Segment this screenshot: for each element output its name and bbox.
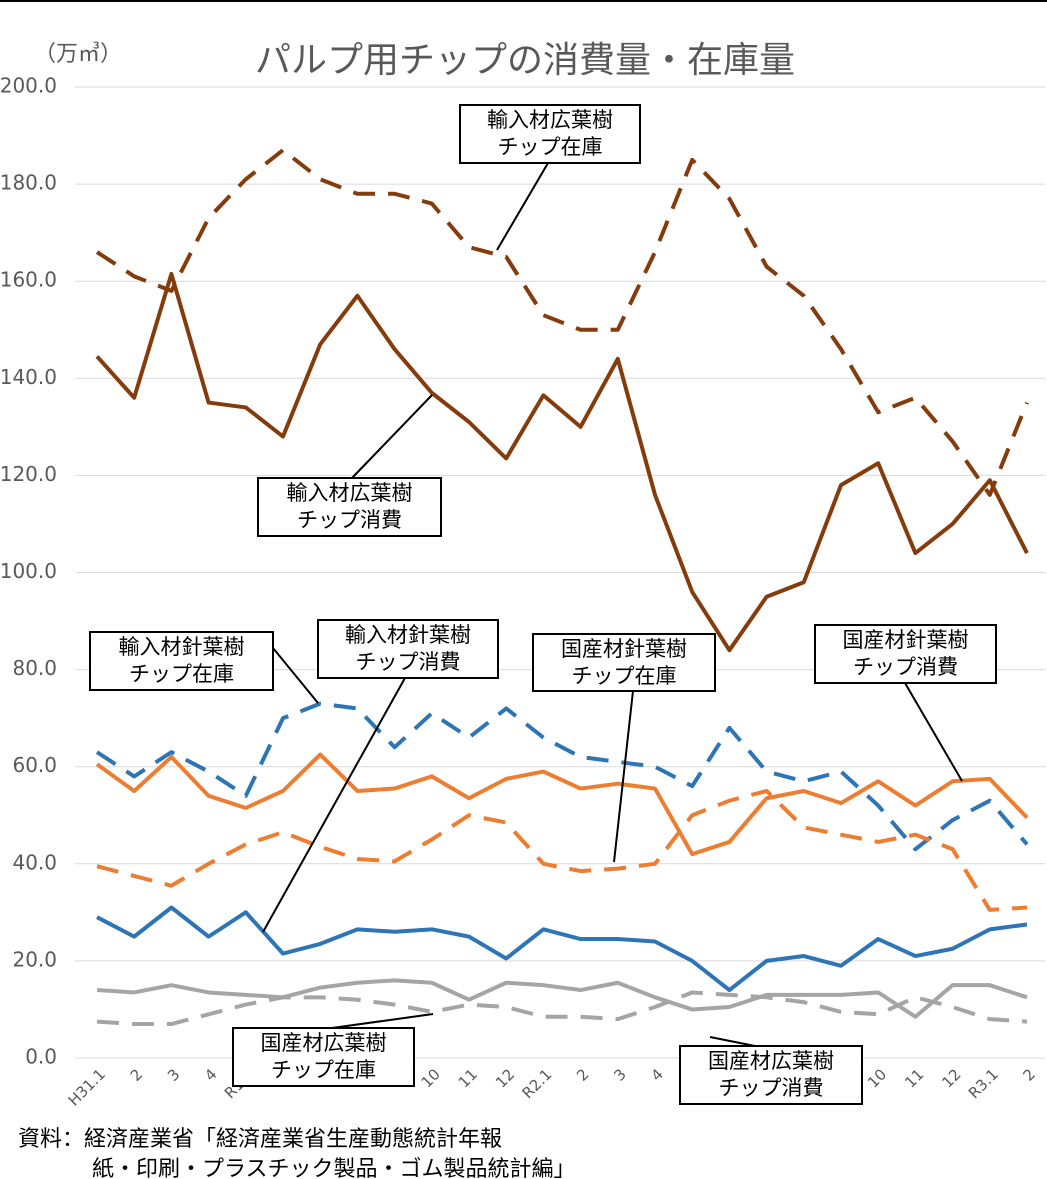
annotation-text: チップ在庫	[572, 664, 677, 688]
annotation-text: 輸入材針葉樹	[119, 635, 245, 659]
y-tick-label: 20.0	[12, 947, 57, 971]
x-tick-label: 11	[901, 1065, 927, 1091]
x-tick-label: 10	[418, 1065, 444, 1091]
leader-line	[351, 394, 433, 479]
x-tick-label: 12	[492, 1065, 518, 1091]
stock-line	[96, 788, 1028, 912]
annotation-box	[532, 633, 716, 692]
x-tick-label: 11	[455, 1065, 481, 1091]
annotation-text: 国産材針葉樹	[843, 628, 969, 652]
y-tick-label: 60.0	[12, 753, 57, 777]
annotation-text: チップ在庫	[498, 135, 603, 159]
annotation-box	[679, 1045, 863, 1105]
annotation-box	[257, 477, 442, 537]
annotation-text: 国産材針葉樹	[561, 637, 687, 661]
x-tick-label: 2	[127, 1065, 146, 1084]
stock-line	[96, 990, 1028, 1027]
leader-line	[262, 677, 406, 933]
unit-label: （万㎥）	[34, 41, 122, 67]
annotation-box	[814, 624, 997, 684]
y-tick-label: 100.0	[0, 559, 57, 583]
annotation-text: 輸入材広葉樹	[287, 481, 413, 505]
annotation-text: チップ消費	[356, 650, 461, 674]
annotation-box	[317, 619, 499, 679]
annotation-box	[232, 1027, 415, 1087]
y-tick-label: 0.0	[25, 1045, 57, 1069]
annotation-text: チップ在庫	[129, 662, 234, 686]
consumption-line	[96, 978, 1028, 1019]
source-line: 紙・印刷・プラスチック製品・ゴム製品統計編」	[92, 1157, 576, 1179]
annotation-box	[459, 104, 641, 164]
x-tick-label: 4	[648, 1065, 667, 1084]
x-tick-label: R2.1	[518, 1065, 555, 1102]
x-tick-label: R3.1	[965, 1065, 1002, 1102]
annotation-text: 輸入材広葉樹	[487, 108, 613, 132]
annotation-text: 国産材広葉樹	[261, 1031, 387, 1055]
y-tick-label: 160.0	[0, 268, 57, 292]
annotation-text: チップ消費	[297, 508, 402, 532]
leader-line	[331, 1013, 434, 1029]
y-tick-label: 80.0	[12, 656, 57, 680]
source-line: 資料：経済産業省「経済産業省生産動態統計年報	[18, 1127, 502, 1152]
stock-line	[95, 148, 1029, 497]
annotation-text: チップ消費	[719, 1076, 824, 1100]
y-tick-label: 180.0	[0, 171, 57, 195]
x-tick-label: 12	[938, 1065, 964, 1091]
annotation-text: 国産材広葉樹	[708, 1049, 834, 1073]
leader-line	[272, 647, 319, 704]
x-tick-label: 3	[610, 1065, 629, 1084]
leader-line	[496, 162, 549, 251]
leader-line	[904, 682, 963, 782]
consumption-line	[95, 271, 1029, 653]
consumption-line	[96, 905, 1028, 993]
chart-title: パルプ用チップの消費量・在庫量	[255, 40, 795, 81]
annotation-text: 輸入材針葉樹	[345, 623, 471, 647]
x-tick-label: 2	[1020, 1065, 1039, 1084]
y-tick-label: 120.0	[0, 462, 57, 486]
annotation-text: チップ在庫	[271, 1058, 376, 1082]
leader-line	[709, 1036, 756, 1047]
x-tick-label: 4	[201, 1065, 220, 1084]
x-tick-label: 10	[864, 1065, 890, 1091]
x-tick-label: 2	[573, 1065, 592, 1084]
annotation-text: チップ消費	[853, 655, 958, 679]
leader-line	[613, 690, 634, 863]
y-tick-label: 200.0	[0, 74, 57, 98]
annotation-box	[89, 631, 274, 691]
y-tick-label: 40.0	[12, 850, 57, 874]
y-tick-label: 140.0	[0, 365, 57, 389]
consumption-line	[95, 752, 1029, 857]
x-tick-label: H31.1	[65, 1065, 109, 1109]
x-tick-label: 3	[164, 1065, 183, 1084]
stock-line	[95, 701, 1029, 852]
